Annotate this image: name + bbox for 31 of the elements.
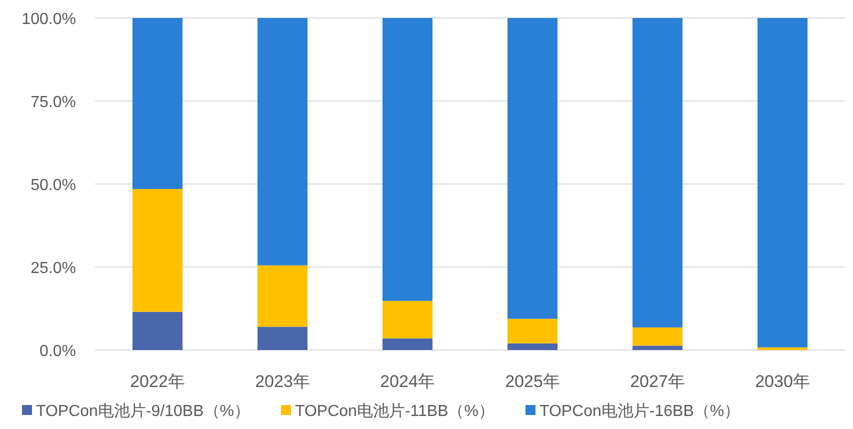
y-tick-label: 0.0% bbox=[40, 343, 76, 360]
bar bbox=[132, 188, 182, 312]
bar bbox=[382, 300, 432, 338]
legend-label: TOPCon电池片-11BB（%） bbox=[295, 402, 494, 420]
x-tick-label: 2025年 bbox=[505, 372, 560, 391]
bar bbox=[758, 347, 808, 350]
bar bbox=[758, 18, 808, 348]
y-tick-label: 25.0% bbox=[30, 260, 76, 277]
bar bbox=[258, 18, 308, 266]
bar bbox=[132, 18, 182, 189]
bar bbox=[508, 318, 558, 344]
x-tick-label: 2023年 bbox=[255, 372, 310, 391]
bar bbox=[632, 18, 682, 328]
y-tick-label: 50.0% bbox=[30, 177, 76, 194]
x-tick-label: 2027年 bbox=[630, 372, 685, 391]
legend-label: TOPCon电池片-16BB（%） bbox=[539, 402, 740, 420]
bar bbox=[632, 327, 682, 346]
bar bbox=[258, 265, 308, 327]
bar bbox=[258, 326, 308, 350]
bar bbox=[632, 346, 682, 350]
x-tick-label: 2022年 bbox=[130, 372, 185, 391]
bar bbox=[508, 18, 558, 319]
bar bbox=[132, 312, 182, 350]
bar bbox=[382, 338, 432, 350]
x-tick-label: 2030年 bbox=[755, 372, 810, 391]
y-tick-label: 100.0% bbox=[22, 11, 76, 28]
legend-label: TOPCon电池片-9/10BB（%） bbox=[36, 402, 250, 420]
bar bbox=[508, 343, 558, 350]
bar bbox=[382, 18, 432, 301]
x-tick-label: 2024年 bbox=[380, 372, 435, 391]
y-tick-label: 75.0% bbox=[30, 94, 76, 111]
